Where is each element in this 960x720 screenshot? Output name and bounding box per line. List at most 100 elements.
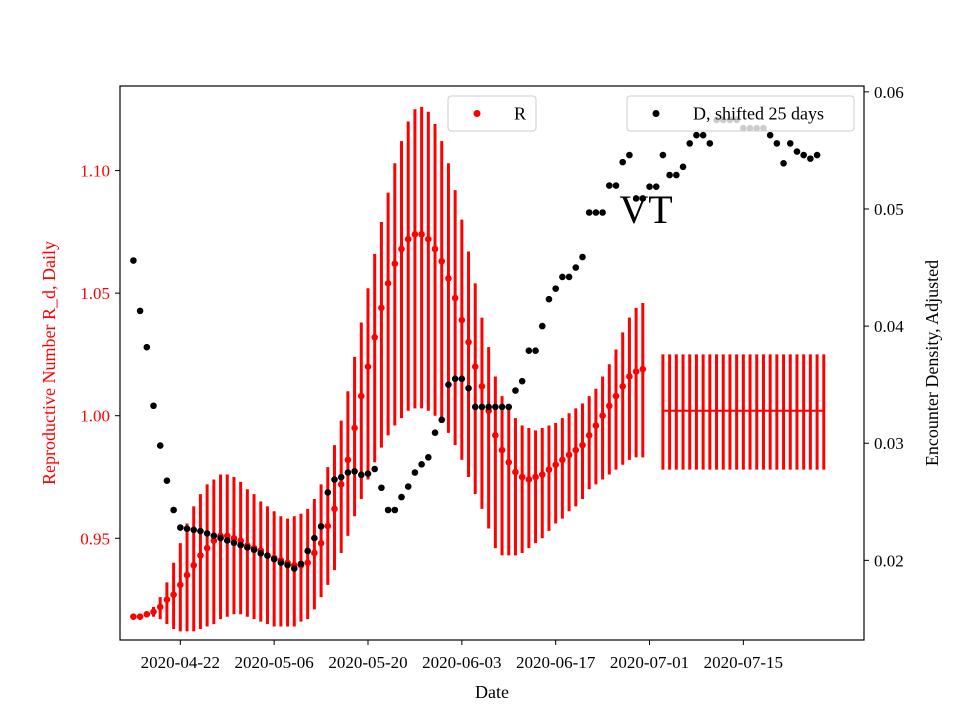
legend-r-label: R <box>514 104 526 124</box>
d-data-point <box>210 532 218 540</box>
d-data-point <box>538 322 546 330</box>
r-data-point <box>344 456 352 464</box>
y-axis-right-label: Encounter Density, Adjusted <box>922 260 942 466</box>
r-data-point <box>136 613 144 621</box>
d-data-point <box>619 158 627 166</box>
r-data-point <box>639 365 647 373</box>
d-data-point <box>451 375 459 383</box>
d-data-point <box>659 151 667 159</box>
r-data-point <box>478 382 486 390</box>
d-data-point <box>170 506 177 514</box>
r-data-point <box>532 473 539 481</box>
d-data-point <box>706 140 714 147</box>
r-data-point <box>357 392 365 400</box>
d-data-point <box>612 182 620 189</box>
r-data-point <box>545 466 553 473</box>
x-tick-label: 2020-07-15 <box>704 653 783 672</box>
d-data-point <box>766 131 774 139</box>
d-data-point <box>391 506 399 514</box>
r-data-point <box>626 373 633 380</box>
r-data-point <box>599 412 606 420</box>
r-data-point <box>585 432 593 439</box>
r-data-point <box>518 473 526 481</box>
d-data-point <box>438 416 446 424</box>
legend-d-label: D, shifted 25 days <box>693 104 824 124</box>
r-data-point <box>498 446 506 454</box>
r-data-point <box>190 561 198 569</box>
d-data-point <box>552 285 559 292</box>
d-data-point <box>807 155 814 162</box>
d-data-point <box>150 402 157 410</box>
d-data-point <box>284 561 291 569</box>
x-tick-label: 2020-06-03 <box>422 653 501 672</box>
r-data-point <box>317 539 325 547</box>
d-data-point <box>230 539 238 547</box>
d-data-point <box>673 171 680 179</box>
r-data-point <box>619 382 627 390</box>
d-data-point <box>666 171 673 179</box>
d-data-point <box>793 148 801 155</box>
r-data-point <box>391 260 399 268</box>
chart-annotation: VT <box>619 187 672 232</box>
d-data-point <box>686 140 694 147</box>
d-data-point <box>223 537 231 544</box>
r-data-point <box>632 368 640 375</box>
r-data-point <box>425 235 432 243</box>
d-data-point <box>458 375 466 383</box>
r-data-point <box>378 304 385 312</box>
d-data-point <box>431 429 439 436</box>
d-data-point <box>398 493 405 501</box>
x-tick-label: 2020-07-01 <box>610 653 689 672</box>
r-data-point <box>572 446 580 454</box>
d-data-point <box>244 544 251 551</box>
d-data-point <box>130 257 137 264</box>
r-data-point <box>451 294 459 302</box>
r-data-point <box>565 451 573 459</box>
y-left-tick-label: 1.10 <box>80 162 110 181</box>
d-data-point <box>404 483 412 490</box>
r-data-point <box>552 461 559 469</box>
d-data-point <box>512 387 519 394</box>
d-data-point <box>250 546 258 554</box>
x-axis-label: Date <box>475 682 509 702</box>
d-data-point <box>290 565 298 572</box>
r-data-point <box>351 424 358 432</box>
r-data-point <box>183 571 191 579</box>
d-data-point <box>143 343 151 351</box>
r-data-point <box>331 505 338 513</box>
d-data-point <box>371 465 379 473</box>
r-data-point <box>150 608 157 616</box>
r-data-point <box>143 610 151 618</box>
r-data-point <box>411 231 419 238</box>
y-left-tick-label: 0.95 <box>80 529 110 548</box>
r-data-point <box>364 363 372 370</box>
r-data-point <box>210 537 218 545</box>
r-data-point <box>445 275 452 282</box>
d-data-point <box>418 461 425 468</box>
x-tick-label: 2020-04-22 <box>141 653 220 672</box>
d-data-point <box>257 550 265 557</box>
d-data-point <box>136 307 144 315</box>
d-data-point <box>163 477 171 485</box>
d-data-point <box>579 253 586 261</box>
d-data-point <box>639 195 647 202</box>
d-data-point <box>317 523 325 530</box>
r-data-point <box>337 481 345 488</box>
d-data-point <box>297 560 305 568</box>
d-data-point <box>679 163 687 171</box>
r-data-point <box>311 549 318 557</box>
d-data-point <box>357 471 365 479</box>
r-data-point <box>324 522 332 530</box>
d-data-point <box>592 209 600 216</box>
legend-r-marker <box>473 110 481 117</box>
d-data-point <box>485 403 492 411</box>
d-data-point <box>652 183 660 191</box>
d-data-point <box>183 525 191 533</box>
d-data-point <box>492 403 499 411</box>
y-right-tick-label: 0.03 <box>874 434 904 453</box>
y-left-tick-label: 1.00 <box>80 407 110 426</box>
r-data-point <box>203 544 211 552</box>
r-data-point <box>418 231 425 238</box>
r-data-point <box>156 603 164 611</box>
